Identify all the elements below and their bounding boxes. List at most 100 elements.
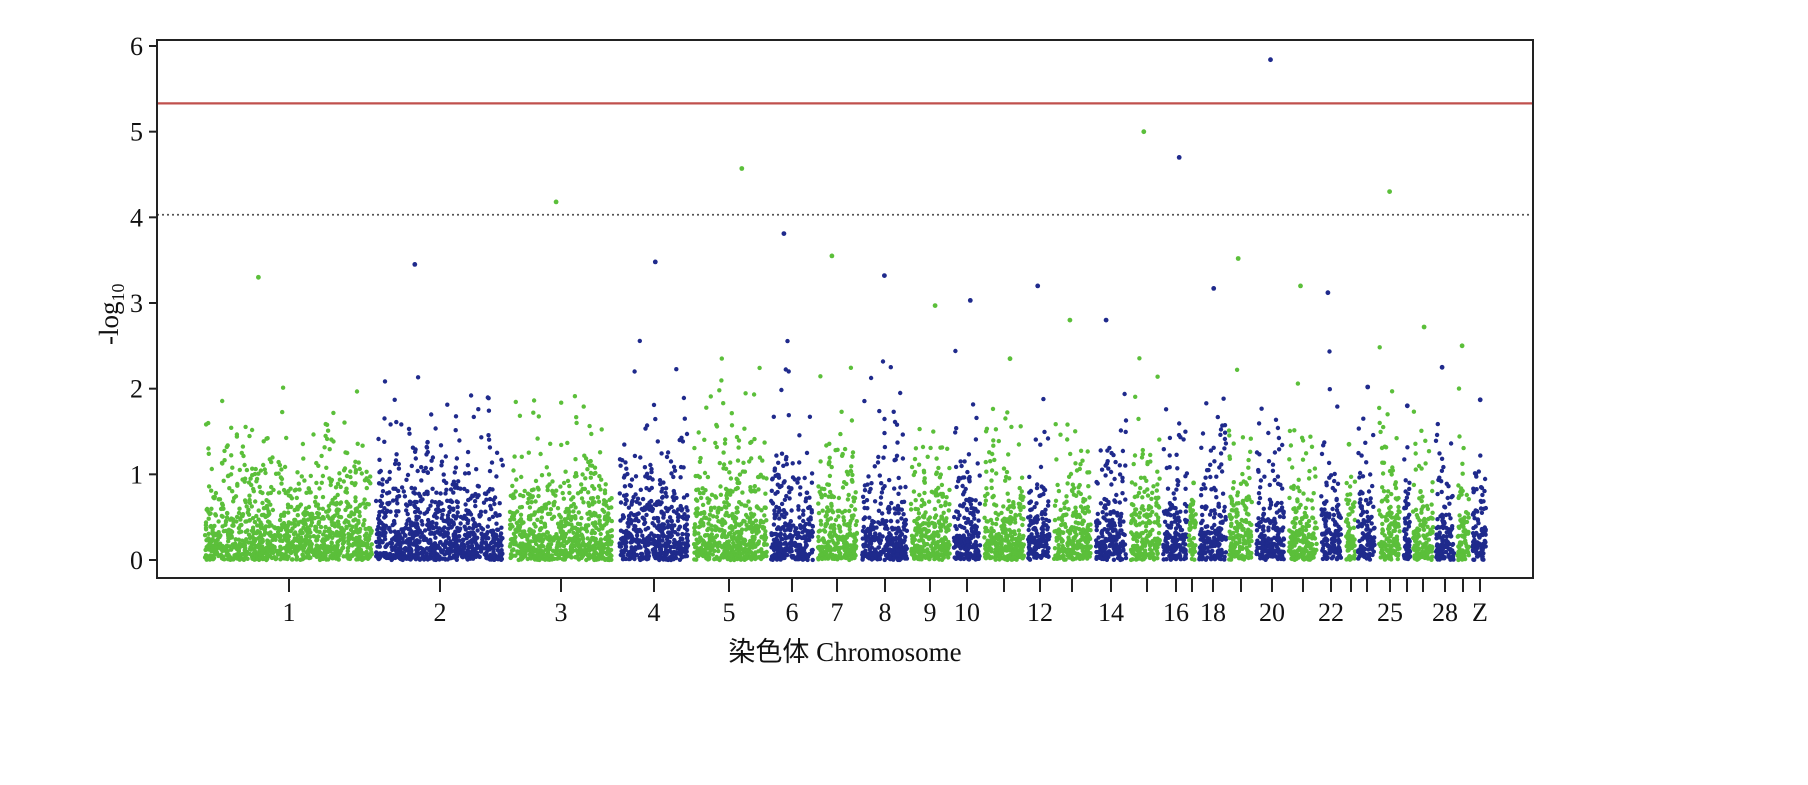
snp-point	[399, 527, 404, 532]
snp-point	[299, 535, 304, 540]
snp-point	[608, 547, 614, 553]
snp-point	[862, 398, 867, 404]
snp-point	[638, 455, 643, 460]
snp-point	[888, 532, 893, 538]
snp-point	[472, 533, 477, 538]
snp-point	[357, 513, 362, 519]
snp-point	[947, 502, 952, 507]
snp-point	[439, 459, 445, 464]
snp-point	[527, 505, 533, 510]
snp-point	[526, 450, 531, 455]
snp-point	[261, 556, 267, 561]
snp-point	[722, 519, 727, 524]
snp-point	[776, 460, 781, 465]
snp-point	[355, 441, 360, 446]
snp-point	[825, 553, 830, 558]
snp-point	[553, 550, 558, 555]
snp-point	[283, 546, 288, 551]
snp-point	[946, 523, 951, 529]
snp-point	[563, 509, 568, 515]
snp-point	[465, 463, 471, 468]
snp-point	[931, 429, 936, 434]
snp-point	[414, 499, 419, 505]
snp-point	[684, 431, 690, 437]
snp-point	[917, 426, 922, 432]
snp-point	[680, 531, 685, 537]
snp-point	[665, 519, 670, 524]
snp-point	[475, 483, 480, 489]
snp-point	[462, 486, 467, 492]
snp-point	[707, 554, 712, 560]
snp-point	[661, 534, 666, 539]
snp-point	[515, 527, 520, 533]
snp-point	[249, 427, 255, 433]
snp-point	[420, 497, 425, 502]
snp-point	[242, 548, 247, 553]
snp-point	[526, 496, 531, 501]
snp-point	[354, 523, 359, 528]
snp-point	[888, 557, 893, 562]
snp-point	[453, 428, 458, 433]
snp-point	[577, 537, 582, 542]
snp-point	[694, 506, 699, 512]
snp-point	[805, 528, 810, 534]
snp-point	[869, 522, 874, 527]
snp-point	[434, 490, 439, 495]
snp-point	[617, 491, 622, 496]
snp-peak-point	[412, 262, 418, 267]
snp-point	[938, 525, 943, 530]
snp-point	[451, 490, 456, 495]
snp-point	[430, 551, 435, 556]
snp-point	[324, 436, 330, 442]
snp-point	[871, 526, 876, 532]
snp-point	[486, 433, 491, 438]
snp-point	[206, 484, 212, 489]
snp-point	[579, 550, 584, 555]
snp-point	[362, 497, 367, 502]
snp-point	[510, 495, 516, 501]
snp-point	[445, 402, 450, 407]
snp-point	[451, 479, 457, 484]
snp-point	[461, 550, 466, 555]
snp-point	[898, 485, 903, 490]
snp-point	[588, 470, 594, 476]
snp-point	[666, 557, 671, 563]
snp-point	[708, 542, 714, 547]
snp-point	[237, 467, 242, 473]
snp-point	[491, 544, 496, 549]
snp-point	[301, 456, 306, 461]
snp-point	[316, 463, 321, 468]
snp-point	[780, 525, 785, 530]
snp-point	[584, 552, 590, 557]
snp-point	[213, 513, 219, 518]
snp-point	[946, 508, 951, 513]
snp-point	[378, 551, 383, 556]
snp-point	[719, 356, 724, 361]
snp-point	[658, 481, 663, 487]
snp-point	[279, 512, 284, 518]
snp-point	[751, 488, 757, 493]
snp-point	[299, 474, 304, 479]
snp-point	[226, 539, 231, 544]
snp-point	[425, 439, 430, 445]
snp-point	[721, 531, 726, 536]
snp-point	[777, 508, 782, 513]
snp-point	[487, 496, 493, 502]
snp-point	[329, 437, 334, 442]
snp-point	[774, 504, 779, 510]
snp-point	[880, 534, 885, 539]
snp-point	[308, 543, 314, 549]
snp-point	[353, 498, 358, 504]
snp-point	[413, 447, 418, 452]
snp-point	[596, 499, 602, 504]
snp-point	[308, 530, 313, 535]
snp-point	[478, 509, 484, 514]
snp-point	[651, 516, 657, 521]
snp-point	[472, 521, 477, 526]
snp-point	[706, 521, 711, 526]
snp-point	[375, 527, 380, 532]
snp-point	[206, 446, 211, 451]
snp-point	[943, 500, 948, 505]
snp-point	[520, 529, 526, 534]
snp-point	[807, 414, 813, 419]
